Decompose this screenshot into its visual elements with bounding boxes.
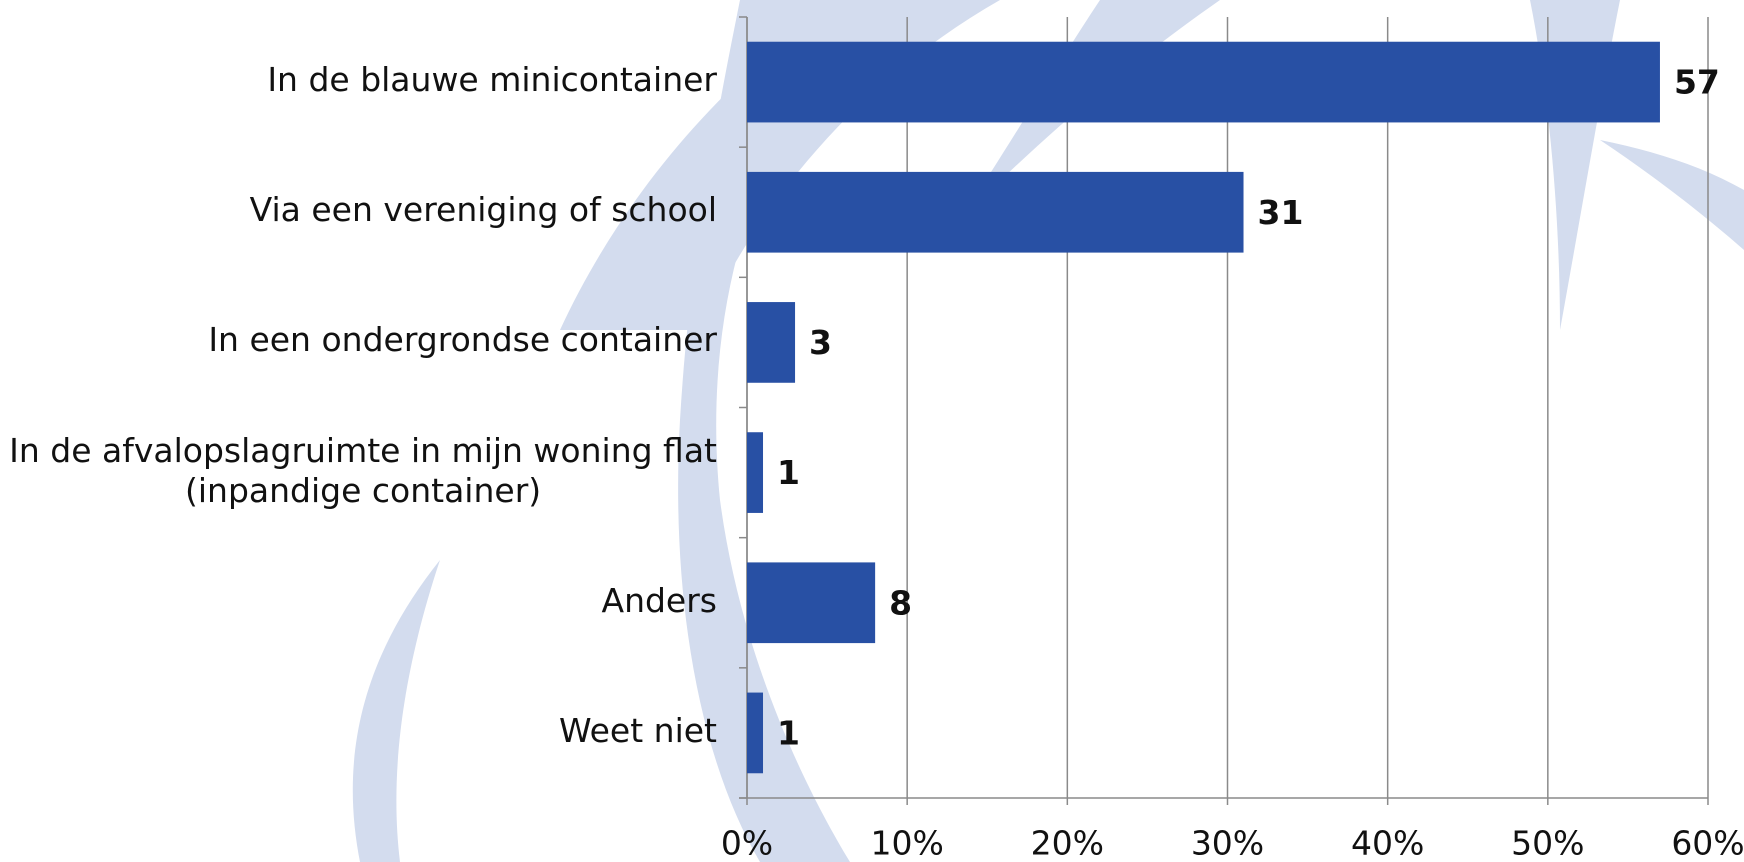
data-label: 1 xyxy=(777,713,800,752)
data-label: 1 xyxy=(777,453,800,492)
bar xyxy=(747,692,764,774)
bar xyxy=(747,41,1660,123)
bar xyxy=(747,171,1244,253)
data-label: 31 xyxy=(1258,193,1304,232)
y-tick-label: Via een vereniging of school xyxy=(249,190,717,230)
x-tick-label: 20% xyxy=(1031,824,1104,862)
data-label: 8 xyxy=(889,583,912,622)
x-tick-label: 30% xyxy=(1191,824,1264,862)
y-tick-label: In de afvalopslagruimte in mijn woning f… xyxy=(9,430,717,510)
x-tick-label: 40% xyxy=(1351,824,1424,862)
x-tick-label: 10% xyxy=(870,824,943,862)
x-tick-label: 60% xyxy=(1671,824,1744,862)
x-tick-label: 50% xyxy=(1511,824,1584,862)
bar xyxy=(747,562,876,644)
y-tick-label: Weet niet xyxy=(558,710,717,750)
x-tick-label: 0% xyxy=(721,824,773,862)
data-label: 3 xyxy=(809,323,832,362)
bar xyxy=(747,432,764,513)
bar xyxy=(747,302,796,383)
data-label: 57 xyxy=(1674,63,1720,102)
y-tick-label: In de blauwe minicontainer xyxy=(267,60,717,100)
y-tick-label: In een ondergrondse container xyxy=(208,320,717,360)
y-tick-label: Anders xyxy=(601,580,718,620)
